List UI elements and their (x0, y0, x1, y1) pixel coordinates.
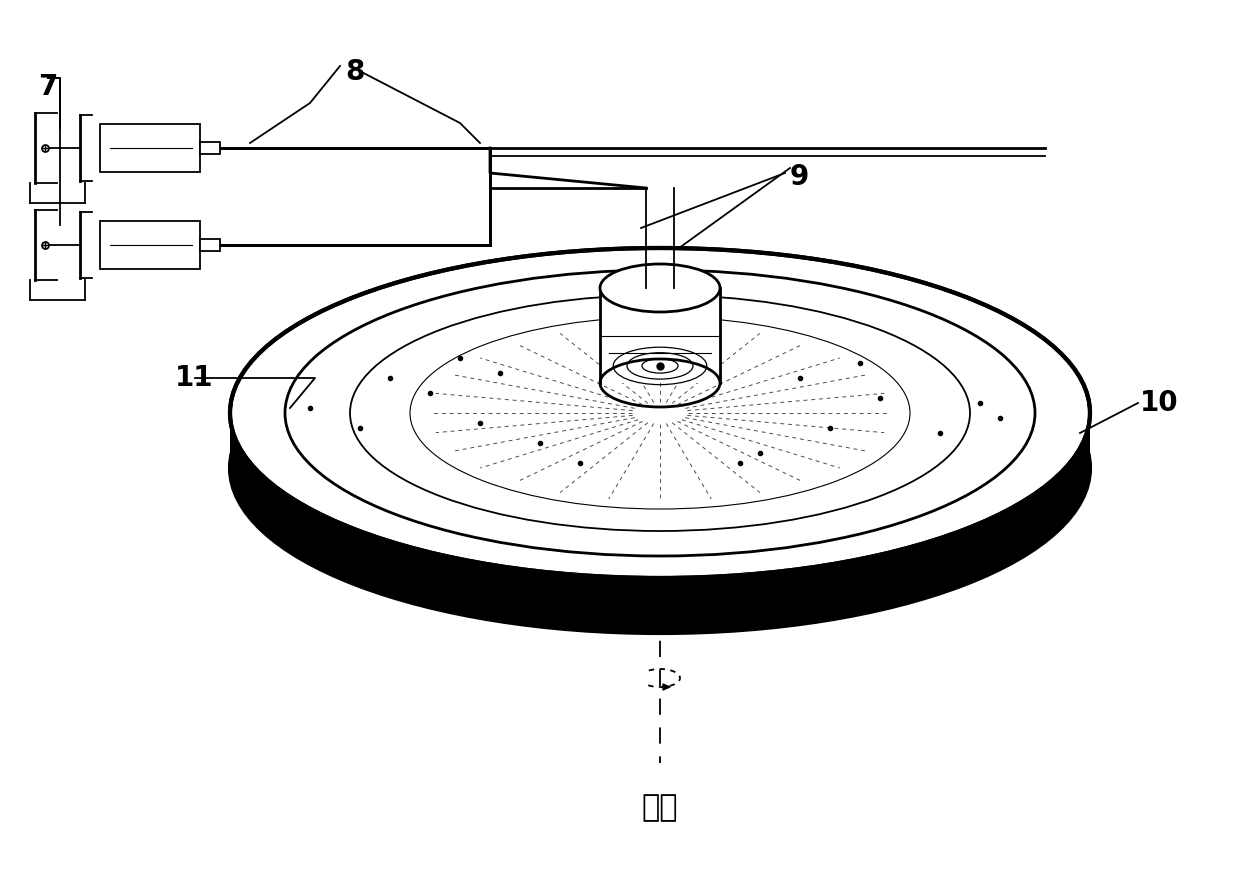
Text: 7: 7 (38, 73, 57, 101)
Text: 10: 10 (1140, 389, 1179, 417)
Text: 11: 11 (175, 364, 213, 392)
Polygon shape (663, 684, 670, 690)
Bar (100, 124, 200, 172)
Ellipse shape (600, 264, 720, 312)
Bar (200, 239, 219, 251)
Ellipse shape (229, 248, 1090, 578)
Text: 8: 8 (345, 58, 365, 86)
Bar (100, 221, 200, 269)
Bar (600, 288, 720, 383)
Text: 9: 9 (790, 163, 810, 191)
Text: 旋转: 旋转 (642, 794, 678, 822)
Polygon shape (229, 413, 1090, 633)
Bar (200, 142, 219, 154)
